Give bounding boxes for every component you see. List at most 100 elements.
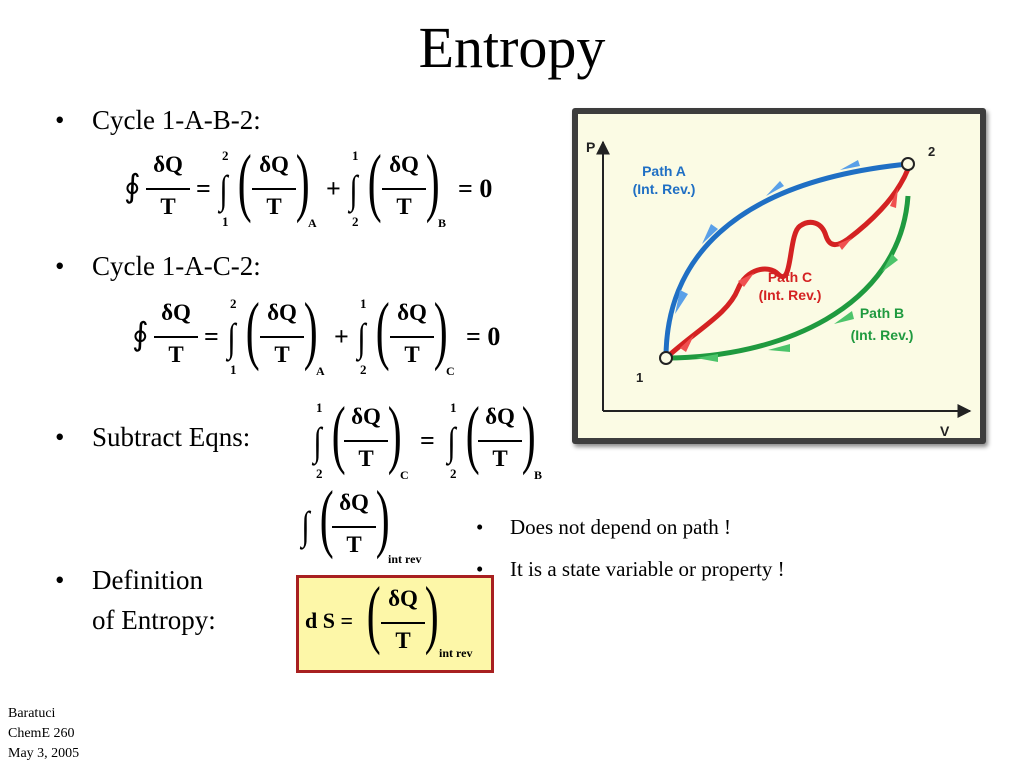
note-state-variable-text: It is a state variable or property ! — [510, 557, 785, 581]
right-paren: ) — [387, 392, 402, 476]
fraction-denominator: T — [266, 194, 282, 219]
bullet-cycle-1ac2-text: Cycle 1-A-C-2: — [92, 251, 261, 281]
footer: Baratuci ChemE 260 May 3, 2005 — [8, 704, 79, 764]
lower-limit: 1 — [230, 362, 237, 377]
path-subscript-c: C — [400, 468, 409, 482]
note-state-variable: • It is a state variable or property ! — [476, 557, 785, 582]
upper-limit: 1 — [352, 148, 359, 163]
fraction-numerator: δQ — [259, 152, 289, 177]
integral-symbol: ∫ — [301, 503, 310, 548]
bullet-subtract-eqns: • Subtract Eqns: — [55, 422, 251, 453]
left-paren: ( — [319, 476, 334, 560]
path-c-arrow — [838, 238, 852, 250]
state-point-2 — [901, 157, 915, 171]
lower-limit: 1 — [222, 214, 229, 229]
fraction-denominator: T — [168, 342, 184, 367]
path-a-arrow — [702, 224, 718, 244]
path-subscript-a: A — [308, 216, 317, 230]
path-b-sublabel: (Int. Rev.) — [851, 327, 914, 343]
footer-course: ChemE 260 — [8, 726, 75, 741]
fraction-denominator: T — [346, 532, 362, 557]
fraction-numerator: δQ — [388, 586, 418, 611]
equation-cycle-1ac2: ∮ δQ T = 2 ∫ 1 ( δQ T ) A + 1 ∫ 2 ( δQ T… — [128, 292, 518, 382]
fraction-denominator: T — [396, 194, 412, 219]
int-rev-subscript: int rev — [439, 646, 473, 660]
left-paren: ( — [366, 572, 381, 656]
path-b-curve — [665, 195, 911, 361]
bullet-dot: • — [55, 565, 65, 595]
path-c-curve — [664, 168, 911, 360]
fraction-denominator: T — [404, 342, 420, 367]
bullet-cycle-1ab2-text: Cycle 1-A-B-2: — [92, 105, 261, 135]
path-a-arrow — [840, 160, 860, 170]
fraction-numerator: δQ — [485, 404, 515, 429]
integral-symbol: ∫ — [313, 419, 322, 464]
path-c-arrow — [680, 335, 694, 352]
fraction-denominator: T — [492, 446, 508, 471]
plus-sign: + — [326, 174, 341, 203]
pv-diagram-svg: P V 1 2 Path A (Int. Rev.) Path C (Int. … — [586, 139, 972, 438]
bullet-dot: • — [55, 105, 65, 135]
point-1-label: 1 — [636, 370, 643, 385]
entropy-definition-box: d S = ( δQ T ) int rev — [296, 575, 494, 673]
equals-sign: = — [204, 322, 219, 351]
path-subscript-b: B — [438, 216, 447, 230]
bullet-subtract-eqns-text: Subtract Eqns: — [92, 422, 251, 452]
bullet-definition-line1: Definition — [92, 565, 203, 595]
bullet-dot: • — [476, 557, 484, 581]
fraction-bar — [154, 336, 198, 338]
left-paren: ( — [237, 140, 252, 224]
plus-sign: + — [334, 322, 349, 351]
path-c-arrow — [890, 188, 898, 208]
fraction-bar — [382, 188, 426, 190]
fraction-numerator: δQ — [389, 152, 419, 177]
bullet-definition-line2: of Entropy: — [92, 605, 216, 635]
right-paren: ) — [521, 392, 536, 476]
upper-limit: 2 — [222, 148, 229, 163]
upper-limit: 1 — [316, 400, 323, 415]
bullet-cycle-1ac2: • Cycle 1-A-C-2: — [55, 251, 261, 282]
right-paren: ) — [295, 140, 310, 224]
path-b-arrow — [834, 311, 854, 324]
bullet-dot: • — [55, 422, 65, 452]
integral-symbol: ∫ — [447, 419, 456, 464]
equation-int-rev: ∫ ( δQ T ) int rev — [296, 480, 446, 568]
int-rev-subscript: int rev — [388, 552, 422, 566]
path-a-label: Path A — [642, 163, 686, 179]
fraction-numerator: δQ — [153, 152, 183, 177]
fraction-bar — [332, 526, 376, 528]
equals-zero: = 0 — [466, 322, 501, 351]
equals-zero: = 0 — [458, 174, 493, 203]
right-paren: ) — [433, 288, 448, 372]
path-a-sublabel: (Int. Rev.) — [633, 181, 696, 197]
path-b-arrow — [768, 344, 790, 352]
path-c-sublabel: (Int. Rev.) — [759, 287, 822, 303]
fraction-bar — [146, 188, 190, 190]
path-b-arrow — [882, 254, 898, 272]
fraction-denominator: T — [160, 194, 176, 219]
fraction-bar — [252, 188, 296, 190]
path-a-curve — [663, 161, 909, 359]
footer-date: May 3, 2005 — [8, 746, 80, 761]
fraction-bar — [260, 336, 304, 338]
path-c-label: Path C — [768, 269, 812, 285]
left-paren: ( — [465, 392, 480, 476]
path-subscript-b: B — [534, 468, 543, 482]
equals-sign: = — [420, 426, 435, 455]
fraction-denominator: T — [358, 446, 374, 471]
lower-limit: 2 — [316, 466, 323, 481]
left-paren: ( — [331, 392, 346, 476]
integral-symbol: ∫ — [349, 167, 358, 212]
upper-limit: 2 — [230, 296, 237, 311]
fraction-numerator: δQ — [339, 490, 369, 515]
fraction-denominator: T — [395, 628, 411, 653]
right-paren: ) — [424, 572, 439, 656]
fraction-numerator: δQ — [161, 300, 191, 325]
path-subscript-a: A — [316, 364, 325, 378]
path-a-arrow — [675, 290, 688, 314]
bullet-dot: • — [476, 515, 484, 539]
fraction-numerator: δQ — [267, 300, 297, 325]
p-axis-label: P — [586, 139, 595, 155]
note-path-independence-text: Does not depend on path ! — [510, 515, 732, 539]
slide-title: Entropy — [418, 15, 606, 80]
